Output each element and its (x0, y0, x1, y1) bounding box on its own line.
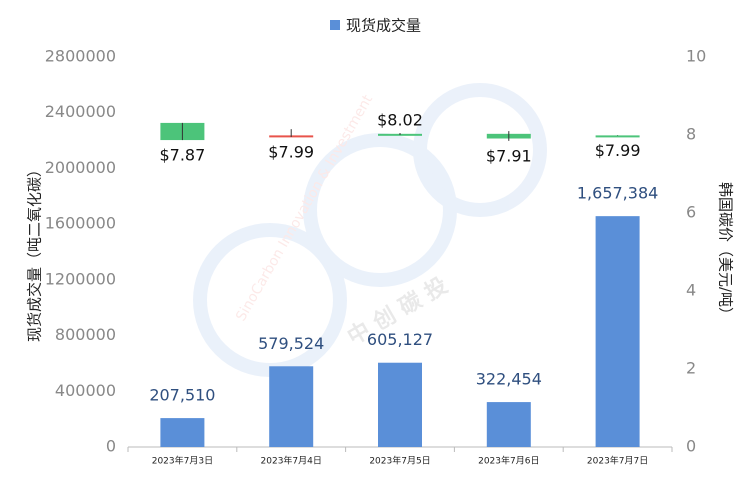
bar-value-label: 605,127 (367, 330, 433, 349)
y2-tick-label: 6 (686, 203, 696, 222)
bar-value-label: 1,657,384 (577, 184, 658, 203)
y2-tick-label: 2 (686, 359, 696, 378)
candle-value-label: $7.91 (486, 146, 532, 165)
watermark-ring (303, 133, 457, 287)
x-tick-label: 2023年7月5日 (369, 455, 430, 467)
bar (595, 216, 640, 447)
y-tick-label: 1600000 (45, 214, 116, 233)
candle-value-label: $8.02 (377, 111, 423, 130)
x-tick-label: 2023年7月6日 (478, 455, 539, 467)
y-tick-label: 2000000 (45, 158, 116, 177)
candle-value-label: $7.87 (159, 146, 205, 165)
watermark-text: SinoCarbon Innovation & Investment (233, 92, 376, 324)
x-tick-label: 2023年7月3日 (152, 455, 213, 467)
y2-tick-label: 10 (686, 47, 706, 66)
y-tick-label: 0 (106, 437, 116, 456)
legend-label: 现货成交量 (346, 17, 421, 35)
y2-axis-label: 韩国碳价（美元/吨） (717, 182, 735, 322)
candle-body (595, 135, 640, 138)
legend-swatch (330, 20, 340, 30)
bar-value-label: 322,454 (476, 370, 542, 389)
y2-tick-label: 4 (686, 281, 696, 300)
y2-tick-label: 0 (686, 437, 696, 456)
candle-value-label: $7.99 (595, 141, 641, 160)
y-tick-label: 400000 (55, 381, 116, 400)
y-tick-label: 800000 (55, 325, 116, 344)
bar (486, 402, 531, 447)
y-axis-label: 现货成交量（吨二氧化碳） (26, 162, 44, 342)
candle-value-label: $7.99 (268, 142, 314, 161)
x-tick-label: 2023年7月4日 (261, 455, 322, 467)
y-tick-label: 1200000 (45, 269, 116, 288)
watermark-ring (413, 83, 547, 217)
y-tick-label: 2400000 (45, 102, 116, 121)
bar (378, 362, 422, 447)
bar (269, 366, 314, 447)
bar-value-label: 207,510 (149, 386, 215, 405)
x-tick-label: 2023年7月7日 (587, 455, 648, 467)
watermark: SinoCarbon Innovation & Investment 中 创 碳… (193, 83, 547, 377)
y2-tick-label: 8 (686, 125, 696, 144)
y-tick-label: 2800000 (45, 47, 116, 66)
bar-value-label: 579,524 (258, 334, 324, 353)
bar (160, 418, 205, 447)
